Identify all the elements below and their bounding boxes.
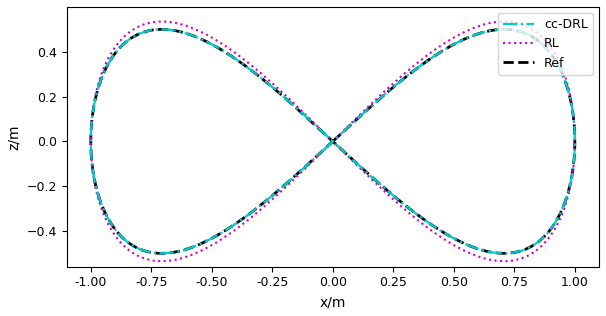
cc-DRL: [498, 252, 505, 255]
RL: [324, 144, 331, 148]
cc-DRL: [149, 251, 156, 255]
Ref: [158, 252, 165, 255]
cc-DRL: [319, 149, 327, 152]
Ref: [488, 28, 496, 32]
cc-DRL: [291, 174, 298, 178]
RL: [153, 259, 160, 263]
RL: [484, 21, 491, 25]
Line: RL: RL: [91, 21, 575, 261]
Line: cc-DRL: cc-DRL: [91, 29, 575, 253]
cc-DRL: [319, 149, 327, 152]
cc-DRL: [445, 234, 452, 237]
cc-DRL: [539, 43, 547, 47]
Ref: [501, 27, 508, 31]
Line: Ref: Ref: [91, 29, 575, 253]
RL: [324, 144, 331, 148]
RL: [541, 39, 548, 42]
Ref: [544, 48, 551, 52]
Ref: [329, 139, 336, 143]
RL: [158, 20, 165, 23]
RL: [494, 259, 501, 263]
Ref: [156, 252, 163, 255]
cc-DRL: [501, 27, 508, 31]
Ref: [301, 166, 308, 170]
Legend: cc-DRL, RL, Ref: cc-DRL, RL, Ref: [498, 13, 593, 75]
Ref: [329, 139, 336, 143]
cc-DRL: [481, 30, 488, 34]
X-axis label: x/m: x/m: [319, 295, 346, 309]
RL: [501, 259, 508, 263]
RL: [296, 173, 303, 176]
Y-axis label: z/m: z/m: [7, 124, 21, 149]
Ref: [491, 251, 498, 255]
cc-DRL: [158, 252, 165, 255]
Ref: [436, 228, 444, 232]
RL: [441, 237, 448, 241]
